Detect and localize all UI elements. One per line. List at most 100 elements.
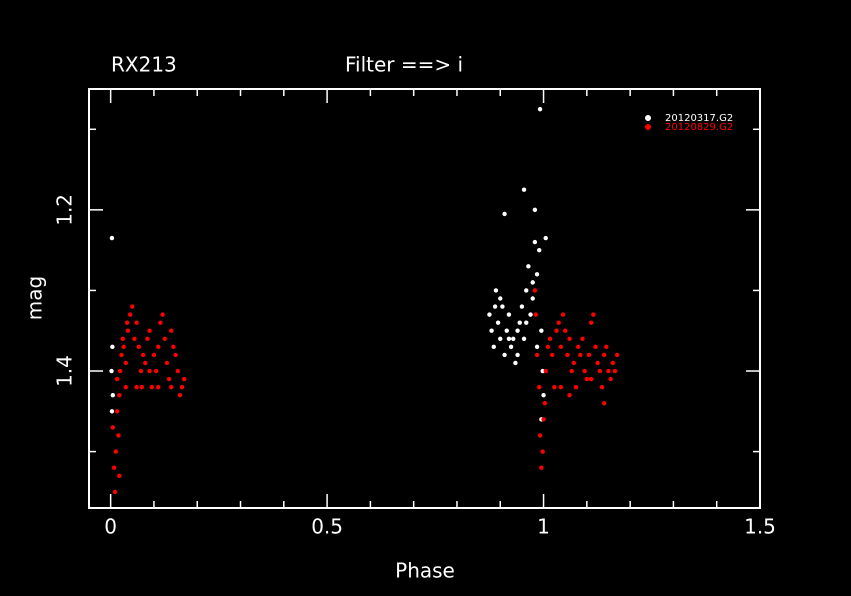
data-point [119, 352, 124, 358]
data-point [489, 328, 494, 333]
data-point [491, 344, 496, 350]
data-point [147, 368, 152, 374]
data-point [597, 368, 603, 374]
data-point [492, 304, 498, 309]
data-point [573, 384, 579, 390]
data-point [534, 272, 540, 277]
data-point [578, 352, 583, 358]
data-point [606, 368, 611, 374]
data-point [519, 304, 525, 309]
data-point [528, 312, 533, 317]
data-point [588, 376, 594, 382]
data-point [139, 384, 145, 390]
data-point [506, 336, 512, 341]
data-point [554, 328, 559, 333]
data-point [513, 360, 518, 366]
y-axis-label: mag [23, 276, 47, 320]
x-tick-label: 1.5 [744, 515, 776, 539]
data-point [121, 344, 126, 350]
data-point [140, 352, 146, 358]
data-point [539, 328, 544, 333]
data-point [162, 336, 167, 341]
data-point [526, 264, 531, 269]
data-point [614, 352, 620, 358]
data-point [521, 187, 527, 192]
data-point [127, 312, 133, 317]
data-point [493, 288, 499, 293]
data-point [567, 336, 572, 341]
data-point [487, 312, 492, 317]
data-point [540, 449, 545, 454]
plot-frame [88, 88, 761, 509]
data-point [114, 409, 120, 414]
x-axis-label: Phase [395, 559, 455, 583]
data-point [565, 352, 570, 358]
data-point [537, 106, 543, 112]
data-point [500, 304, 505, 309]
data-point [179, 384, 185, 390]
data-point [524, 320, 529, 325]
data-point [166, 376, 172, 382]
data-point [164, 360, 170, 366]
data-point [109, 235, 115, 241]
data-point [143, 360, 148, 366]
data-point [515, 352, 520, 358]
data-point [532, 207, 538, 213]
data-point [571, 360, 577, 366]
data-point [169, 384, 174, 390]
data-point [517, 320, 522, 325]
data-point [117, 368, 123, 374]
x-tick-label: 0 [104, 515, 117, 539]
y-tick-label: 1.2 [53, 194, 77, 226]
data-point [534, 344, 540, 350]
data-point [169, 328, 174, 333]
x-tick-label: 0.5 [311, 515, 343, 539]
data-point [580, 336, 585, 341]
data-point [539, 465, 544, 470]
data-point [123, 384, 128, 390]
data-point [123, 360, 128, 366]
data-point [560, 312, 566, 317]
data-point [498, 336, 503, 341]
data-point [149, 384, 154, 390]
data-point [110, 344, 115, 350]
data-point [504, 328, 509, 333]
data-point [599, 384, 605, 390]
x-tick-label: 1 [537, 515, 550, 539]
data-point [612, 368, 618, 374]
data-point [569, 368, 574, 374]
data-point [524, 288, 529, 293]
data-point [541, 417, 546, 422]
data-point [584, 376, 590, 382]
data-point [171, 344, 176, 350]
data-point [595, 360, 600, 366]
data-point [530, 280, 535, 285]
data-point [532, 288, 538, 293]
data-point [567, 392, 572, 398]
data-point [604, 344, 609, 350]
data-point [498, 296, 503, 301]
data-point [556, 320, 561, 325]
data-point [537, 384, 542, 390]
data-point [130, 304, 135, 309]
chart-title: RX213 [111, 53, 177, 77]
data-point [138, 368, 144, 374]
data-point [558, 384, 564, 390]
data-point [182, 376, 187, 382]
data-point [515, 328, 520, 333]
data-point [145, 336, 150, 341]
data-point [160, 312, 165, 317]
data-point [537, 433, 543, 438]
data-point [109, 368, 114, 374]
y-tick-label: 1.4 [53, 355, 77, 387]
legend-label: 20120829.G2 [665, 122, 733, 133]
data-point [120, 336, 125, 341]
data-point [114, 376, 120, 382]
data-point [610, 360, 616, 366]
data-point [593, 344, 598, 350]
data-point [112, 489, 118, 495]
data-point [601, 352, 607, 358]
data-point [132, 336, 137, 341]
data-point [552, 384, 557, 390]
